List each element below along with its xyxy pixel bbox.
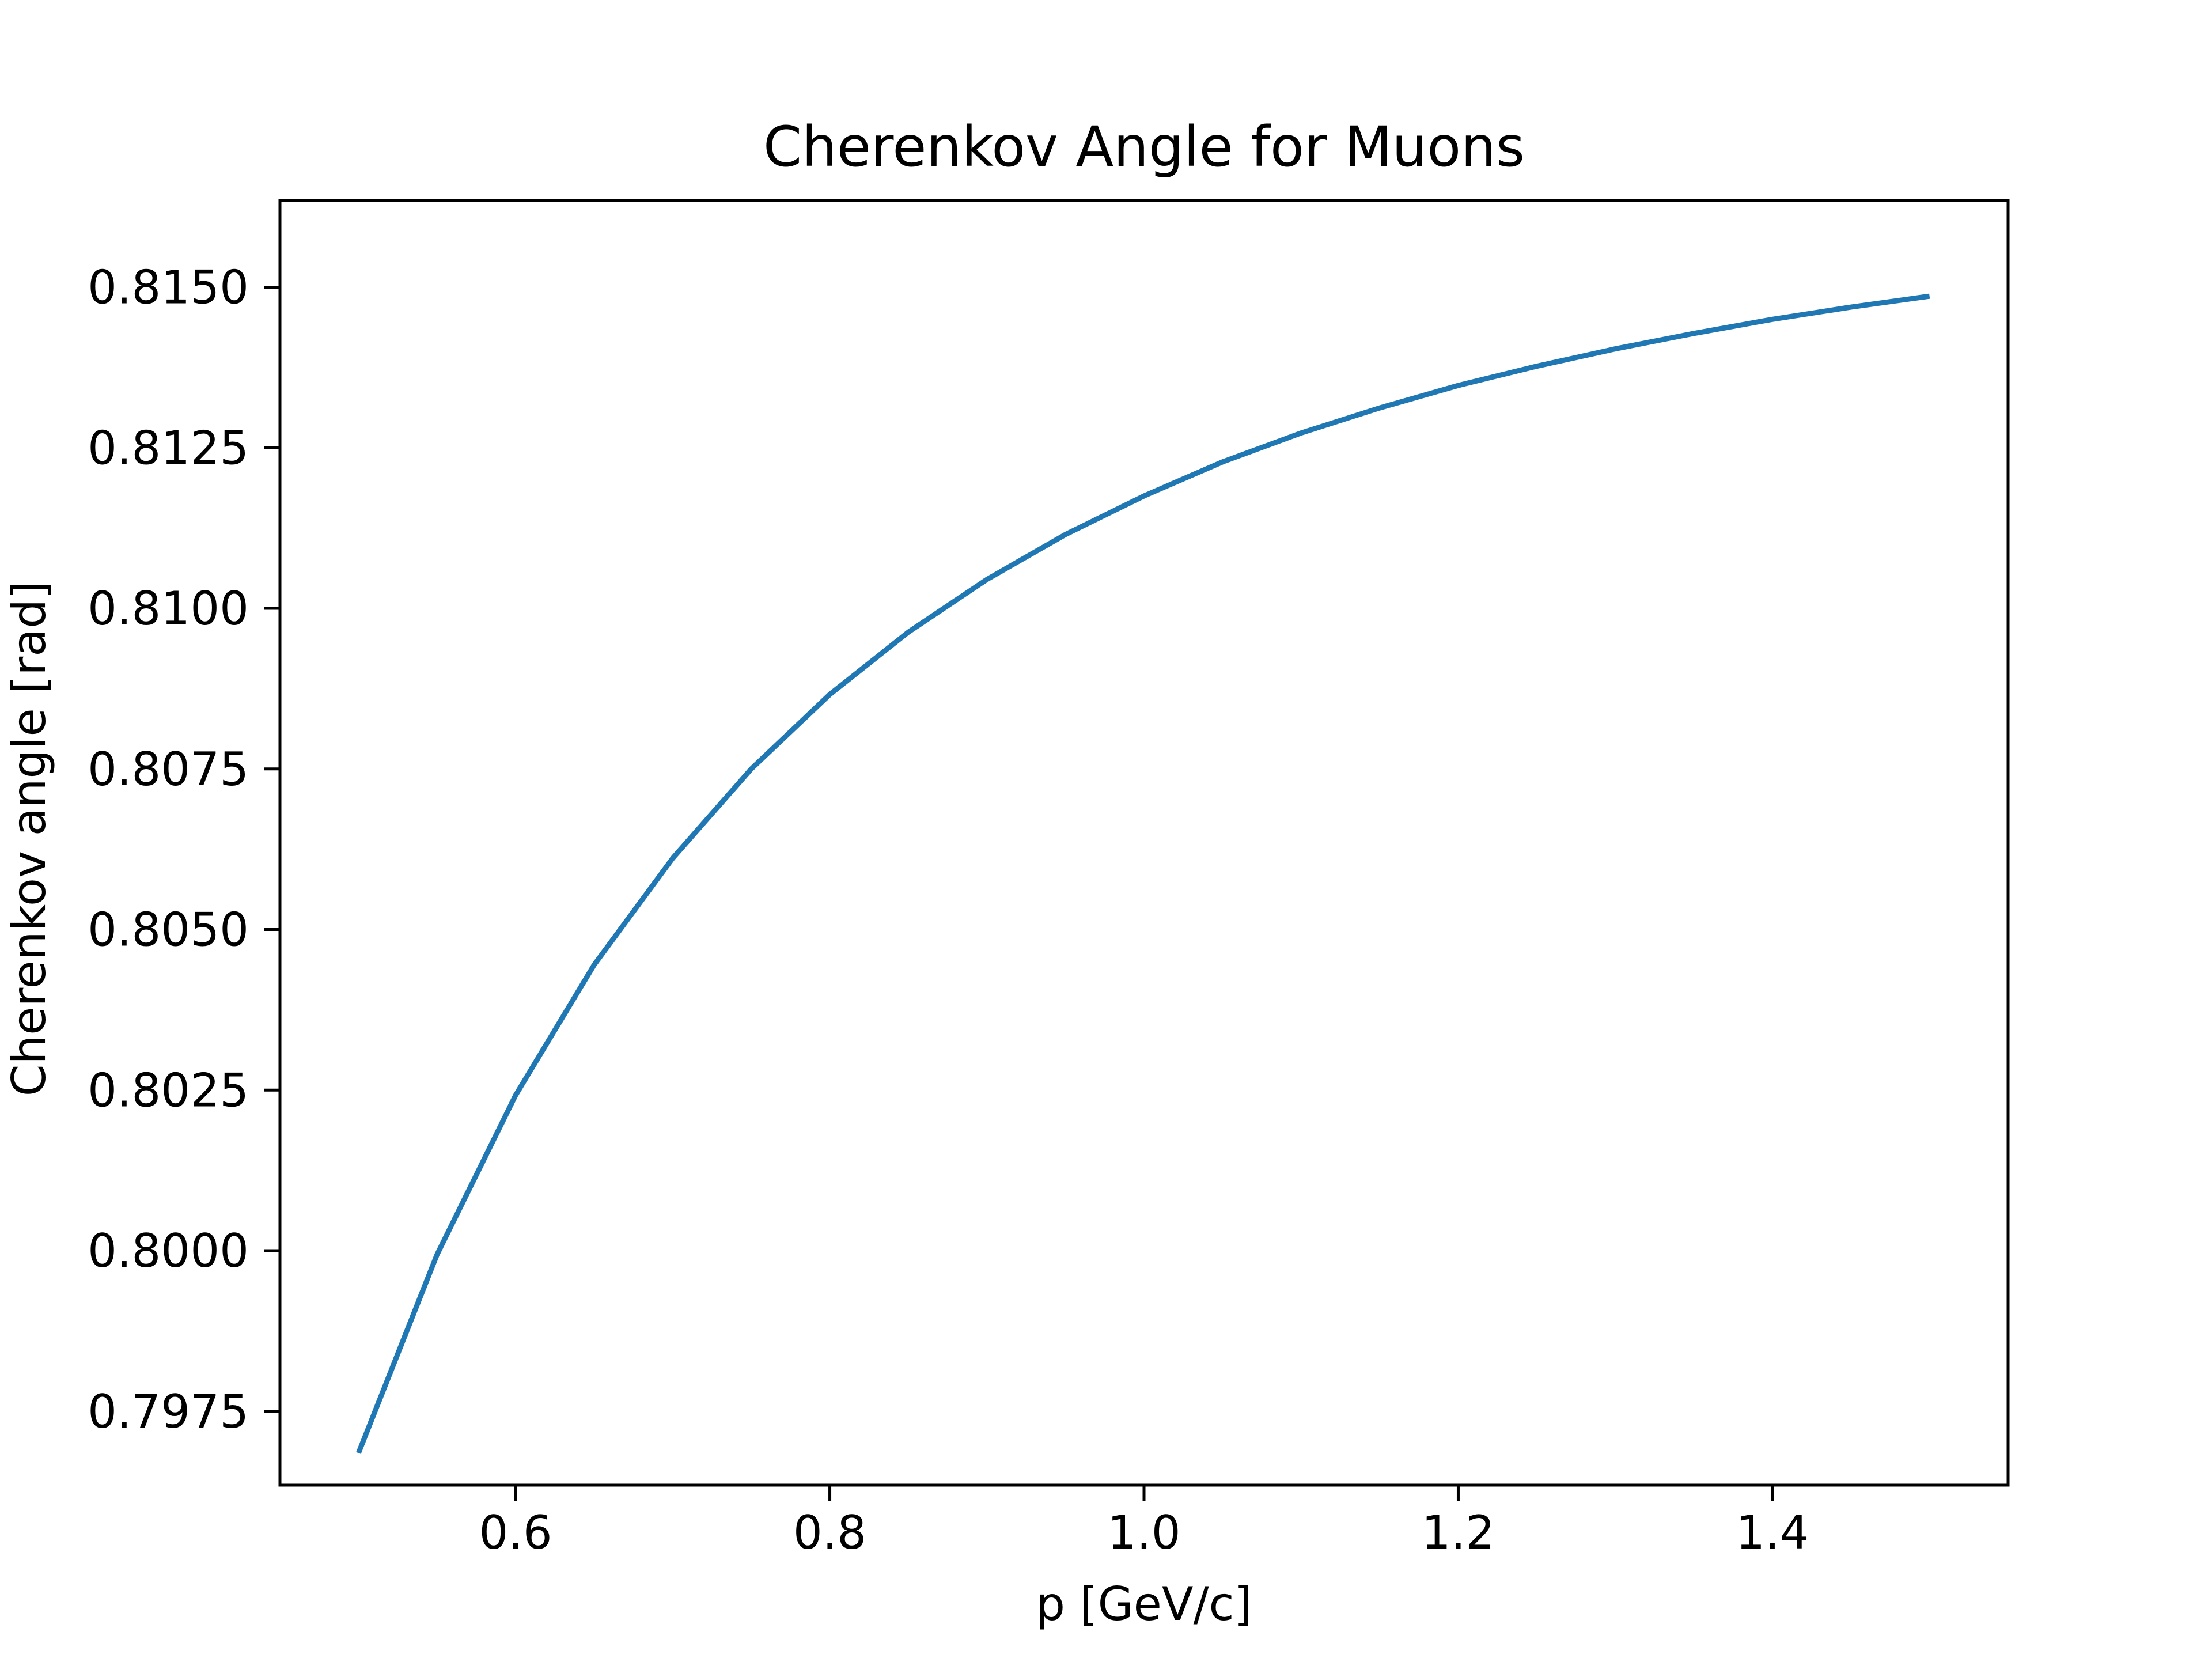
y-tick-label: 0.7975 bbox=[88, 1385, 249, 1438]
x-tick-label: 1.0 bbox=[1107, 1506, 1180, 1559]
y-tick-label: 0.8075 bbox=[88, 743, 249, 796]
y-tick-label: 0.8100 bbox=[88, 582, 249, 635]
series-line-0 bbox=[356, 293, 1930, 1454]
y-tick-label: 0.8050 bbox=[88, 903, 249, 957]
y-tick-label: 0.8000 bbox=[88, 1224, 249, 1278]
x-tick-label: 1.4 bbox=[1736, 1506, 1809, 1559]
plot-area: 0.6 0.8 1.0 1.2 1.4 0.7975 0.8000 0.8025 0.8050 0… bbox=[88, 199, 2010, 1559]
x-axis-label: p [GeV/c] bbox=[1036, 1577, 1252, 1631]
y-axis-label: Cherenkov angle [rad] bbox=[2, 581, 56, 1097]
y-tick-label: 0.8125 bbox=[88, 421, 249, 475]
chart-title: Cherenkov Angle for Muons bbox=[763, 115, 1525, 179]
y-tick-label: 0.8150 bbox=[88, 261, 249, 315]
x-tick-label: 0.6 bbox=[479, 1506, 552, 1559]
x-tick-label: 1.2 bbox=[1422, 1506, 1495, 1559]
x-tick-label: 0.8 bbox=[793, 1506, 866, 1559]
y-tick-label: 0.8025 bbox=[88, 1063, 249, 1117]
